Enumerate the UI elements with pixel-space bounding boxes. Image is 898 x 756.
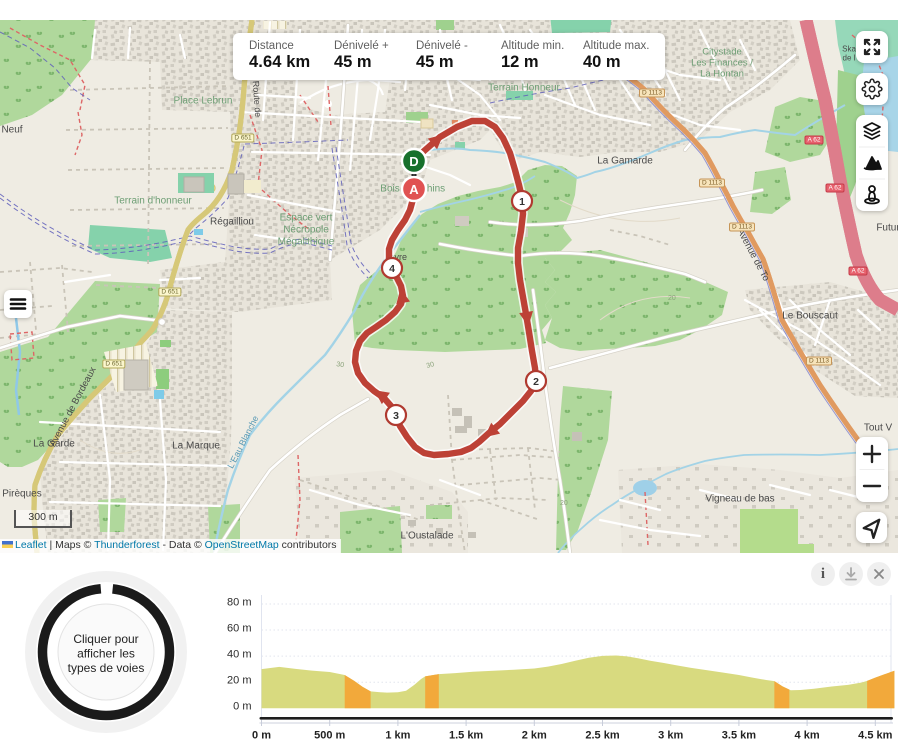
svg-text:2.5 km: 2.5 km <box>585 730 619 742</box>
svg-text:Cliquer pour: Cliquer pour <box>73 632 138 646</box>
svg-text:80 m: 80 m <box>227 596 251 608</box>
svg-text:500 m: 500 m <box>314 730 345 742</box>
svg-text:4 km: 4 km <box>795 730 820 742</box>
svg-text:20: 20 <box>668 295 676 302</box>
svg-text:1: 1 <box>519 196 525 208</box>
svg-text:1.5 km: 1.5 km <box>449 730 483 742</box>
svg-text:A: A <box>409 182 419 197</box>
svg-text:afficher les: afficher les <box>77 647 135 661</box>
svg-text:D: D <box>409 154 418 169</box>
svg-text:1 km: 1 km <box>385 730 410 742</box>
svg-text:60 m: 60 m <box>227 622 251 634</box>
svg-text:types de voies: types de voies <box>68 661 145 675</box>
svg-text:3.5 km: 3.5 km <box>722 730 756 742</box>
svg-text:3 km: 3 km <box>658 730 683 742</box>
svg-text:20: 20 <box>560 500 568 507</box>
svg-text:0 m: 0 m <box>252 730 271 742</box>
svg-text:40 m: 40 m <box>227 648 251 660</box>
svg-text:2 km: 2 km <box>522 730 547 742</box>
svg-text:20 m: 20 m <box>227 675 251 687</box>
svg-text:3: 3 <box>393 410 399 422</box>
svg-text:2: 2 <box>533 376 539 388</box>
svg-text:4.5 km: 4.5 km <box>858 730 892 742</box>
svg-text:0 m: 0 m <box>233 701 251 713</box>
svg-text:4: 4 <box>389 263 395 275</box>
svg-text:30: 30 <box>336 361 345 369</box>
svg-text:30: 30 <box>426 361 435 370</box>
svg-text:Jeyre: Jeyre <box>385 252 407 262</box>
